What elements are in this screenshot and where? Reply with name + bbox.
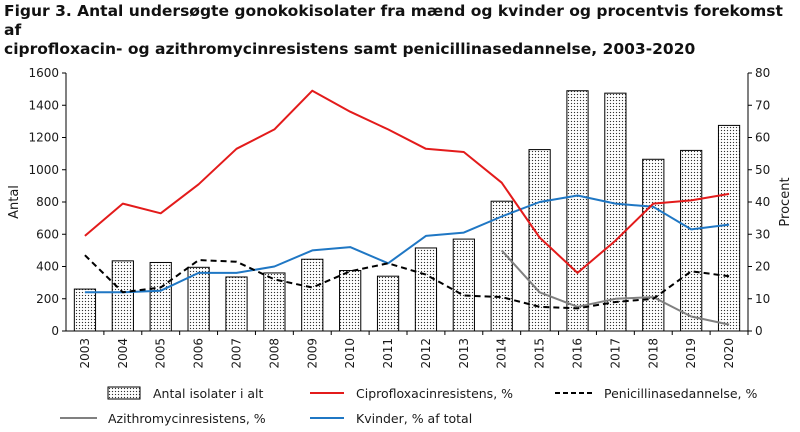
y-left-tick-label: 1400 [28,98,59,112]
x-tick-label: 2020 [722,338,736,369]
x-tick-label: 2015 [533,338,547,369]
x-tick-label: 2005 [154,338,168,369]
line-azithromycinresistens [500,249,730,326]
y-right-tick-label: 80 [755,66,770,80]
bar-2009 [301,258,324,332]
y-axis-right-label: Procent [778,177,793,226]
x-tick-label: 2004 [116,338,130,369]
y-right-tick-label: 40 [755,195,770,209]
x-tick-label: 2011 [381,338,395,369]
y-left-tick-label: 800 [36,195,59,209]
bar-2019 [680,149,703,332]
y-right-tick-label: 20 [755,260,770,274]
bar-series [73,90,741,332]
bar-2016 [566,90,589,332]
x-tick-label: 2016 [571,338,585,369]
legend: Antal isolater i alt Ciprofloxacinresist… [60,386,757,426]
y-left-tick-label: 1200 [28,131,59,145]
x-tick-label: 2012 [419,338,433,369]
x-tick-label: 2018 [646,338,660,369]
y-right-tick-label: 10 [755,292,770,306]
x-tick-label: 2017 [608,338,622,369]
legend-label-azithro: Azithromycinresistens, % [108,411,266,426]
y-right-tick-label: 70 [755,98,770,112]
line-series [84,89,730,326]
x-tick-label: 2003 [78,338,92,369]
legend-label-bars: Antal isolater i alt [153,386,264,401]
legend-label-cipro: Ciprofloxacinresistens, % [356,386,513,401]
bar-2007 [225,276,248,332]
line-kvinder-af-total [84,194,730,294]
chart-title-line-1: Figur 3. Antal undersøgte gonokokisolate… [4,2,783,39]
y-right-tick-label: 30 [755,227,770,241]
chart-title: Figur 3. Antal undersøgte gonokokisolate… [4,2,794,59]
y-left-tick-label: 1000 [28,163,59,177]
legend-label-penic: Penicillinasedannelse, % [604,386,757,401]
y-left-tick-label: 600 [36,227,59,241]
line-ciprofloxacinresistens [84,89,730,274]
y-left-tick-label: 400 [36,260,59,274]
y-left-tick-label: 1600 [28,66,59,80]
line-penicillinasedannelse [84,254,730,310]
bar-2018 [642,158,665,332]
x-tick-label: 2013 [457,338,471,369]
x-tick-label: 2009 [305,338,319,369]
bar-2020 [717,124,741,332]
x-tick-label: 2019 [684,338,698,369]
bar-2008 [263,272,286,332]
bar-2003 [73,288,97,332]
bar-2017 [604,92,627,332]
y-left-tick-label: 0 [51,324,59,338]
legend-swatch-bars [107,386,141,400]
x-tick-label: 2008 [267,338,281,369]
axes [62,72,752,335]
x-tick-label: 2007 [230,338,244,369]
x-tick-label: 2014 [495,338,509,369]
chart-title-line-2: ciprofloxacin- og azithromycinresistens … [4,40,696,58]
y-right-tick-label: 60 [755,131,770,145]
x-tick-label: 2006 [192,338,206,369]
x-tick-label: 2010 [343,338,357,369]
y-right-tick-label: 0 [755,324,763,338]
y-right-tick-label: 50 [755,163,770,177]
bar-2015 [528,149,551,332]
tick-labels: 0 200 400 600 800 1000 1200 1400 1600 0 10 20 30 40 50… [28,66,770,369]
y-left-tick-label: 200 [36,292,59,306]
bar-2012 [414,247,438,332]
bar-2006 [187,266,210,332]
y-axis-left-label: Antal [7,185,22,219]
bar-2011 [376,275,400,332]
legend-label-kvinder: Kvinder, % af total [356,411,472,426]
bar-2005 [149,261,172,332]
bar-2004 [111,260,134,332]
bar-2013 [452,238,475,332]
bar-2010 [339,270,362,332]
